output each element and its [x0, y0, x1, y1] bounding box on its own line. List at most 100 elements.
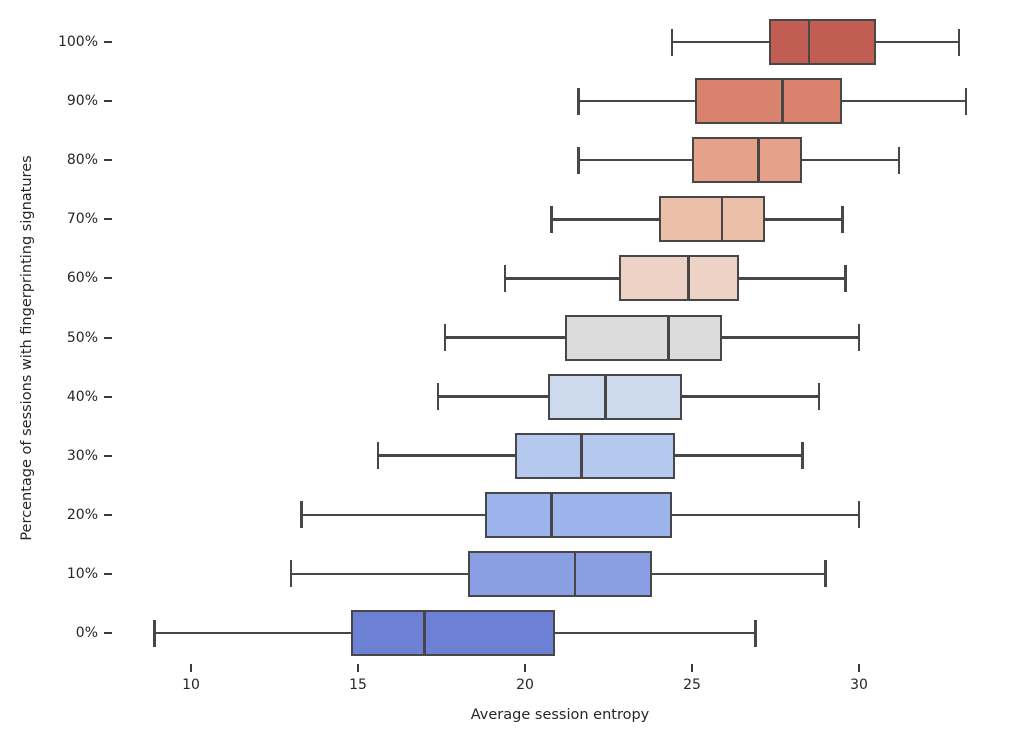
- box-iqr: [514, 432, 676, 479]
- whisker-line-left: [378, 454, 515, 457]
- whisker-line-right: [738, 277, 846, 280]
- y-tick-mark: [104, 100, 112, 103]
- whisker-line-right: [555, 631, 756, 635]
- y-tick-mark: [104, 277, 112, 280]
- whisker-cap-left: [550, 205, 553, 233]
- whisker-cap-left: [503, 264, 507, 292]
- whisker-line-right: [722, 336, 859, 339]
- y-tick-label: 100%: [57, 34, 98, 50]
- whisker-line-right: [875, 40, 960, 44]
- x-tick-label: 20: [516, 677, 534, 693]
- whisker-cap-right: [824, 560, 827, 588]
- y-tick-label: 0%: [75, 625, 98, 641]
- y-tick-mark: [104, 632, 112, 634]
- y-tick-mark: [104, 513, 112, 516]
- whisker-cap-left: [436, 383, 440, 411]
- whisker-line-right: [651, 572, 826, 576]
- whisker-cap-left: [577, 87, 580, 115]
- x-tick-mark: [691, 664, 693, 672]
- median-line: [423, 610, 427, 656]
- median-line: [580, 432, 584, 479]
- whisker-cap-left: [577, 146, 580, 174]
- whisker-line-right: [675, 454, 803, 457]
- whisker-line-left: [578, 158, 692, 162]
- y-tick-label: 60%: [66, 270, 98, 287]
- whisker-line-left: [154, 631, 352, 635]
- box-iqr: [695, 78, 843, 125]
- y-tick-label: 20%: [66, 506, 98, 523]
- y-tick-label: 90%: [66, 93, 98, 110]
- y-tick-mark: [104, 572, 112, 575]
- y-tick-mark: [104, 454, 112, 457]
- median-line: [550, 491, 554, 538]
- whisker-cap-right: [841, 205, 844, 233]
- whisker-cap-left: [376, 442, 380, 470]
- whisker-line-left: [291, 572, 469, 576]
- whisker-line-right: [681, 395, 819, 398]
- whisker-line-left: [551, 218, 659, 221]
- whisker-cap-left: [152, 619, 156, 647]
- box-iqr: [618, 255, 739, 302]
- whisker-line-left: [671, 40, 769, 44]
- whisker-cap-right: [844, 264, 847, 292]
- whisker-cap-right: [817, 383, 821, 411]
- y-tick-label: 10%: [66, 565, 98, 582]
- whisker-line-left: [301, 513, 485, 517]
- box-iqr: [768, 19, 876, 65]
- y-tick-label: 80%: [66, 152, 98, 169]
- whisker-cap-left: [299, 501, 303, 529]
- y-tick-mark: [104, 395, 112, 398]
- whisker-cap-right: [754, 619, 757, 647]
- box-iqr: [484, 491, 672, 538]
- x-tick-mark: [524, 664, 526, 672]
- whisker-cap-right: [964, 87, 968, 115]
- x-tick-mark: [357, 664, 359, 672]
- whisker-cap-right: [857, 501, 861, 529]
- median-line: [603, 373, 607, 420]
- box-iqr: [351, 610, 556, 656]
- whisker-line-right: [842, 99, 966, 103]
- y-tick-label: 40%: [66, 388, 98, 405]
- whisker-cap-right: [857, 324, 861, 351]
- whisker-cap-left: [670, 28, 674, 56]
- x-tick-label: 30: [850, 677, 868, 693]
- y-tick-mark: [104, 159, 112, 162]
- whisker-line-right: [765, 218, 843, 221]
- whisker-line-left: [438, 395, 549, 398]
- median-line: [720, 196, 724, 243]
- y-tick-mark: [104, 41, 112, 43]
- whisker-cap-right: [800, 442, 804, 470]
- box-iqr: [658, 196, 766, 243]
- median-line: [687, 255, 691, 302]
- y-tick-label: 70%: [66, 211, 98, 228]
- x-tick-mark: [190, 664, 192, 672]
- x-axis-label: Average session entropy: [470, 707, 650, 723]
- y-tick-label: 30%: [66, 447, 98, 464]
- box-iqr: [565, 314, 723, 361]
- whisker-line-left: [578, 99, 696, 103]
- median-line: [780, 78, 784, 125]
- box-iqr: [692, 137, 803, 184]
- whisker-cap-right: [897, 146, 901, 174]
- y-tick-mark: [104, 336, 112, 339]
- median-line: [807, 19, 811, 65]
- whisker-line-left: [444, 336, 566, 339]
- whisker-cap-left: [289, 560, 293, 588]
- x-tick-label: 15: [349, 677, 367, 693]
- median-line: [667, 314, 671, 361]
- y-tick-label: 50%: [66, 329, 98, 346]
- whisker-cap-right: [957, 28, 961, 56]
- median-line: [573, 550, 577, 597]
- whisker-line-left: [504, 277, 619, 280]
- median-line: [757, 137, 761, 184]
- box-iqr: [548, 373, 682, 420]
- box-iqr: [468, 550, 652, 597]
- y-tick-mark: [104, 218, 112, 221]
- whisker-line-right: [802, 158, 900, 162]
- x-tick-label: 10: [182, 677, 200, 693]
- x-tick-label: 25: [683, 677, 701, 693]
- whisker-cap-left: [443, 324, 447, 351]
- whisker-line-right: [671, 513, 859, 517]
- x-tick-mark: [858, 664, 860, 672]
